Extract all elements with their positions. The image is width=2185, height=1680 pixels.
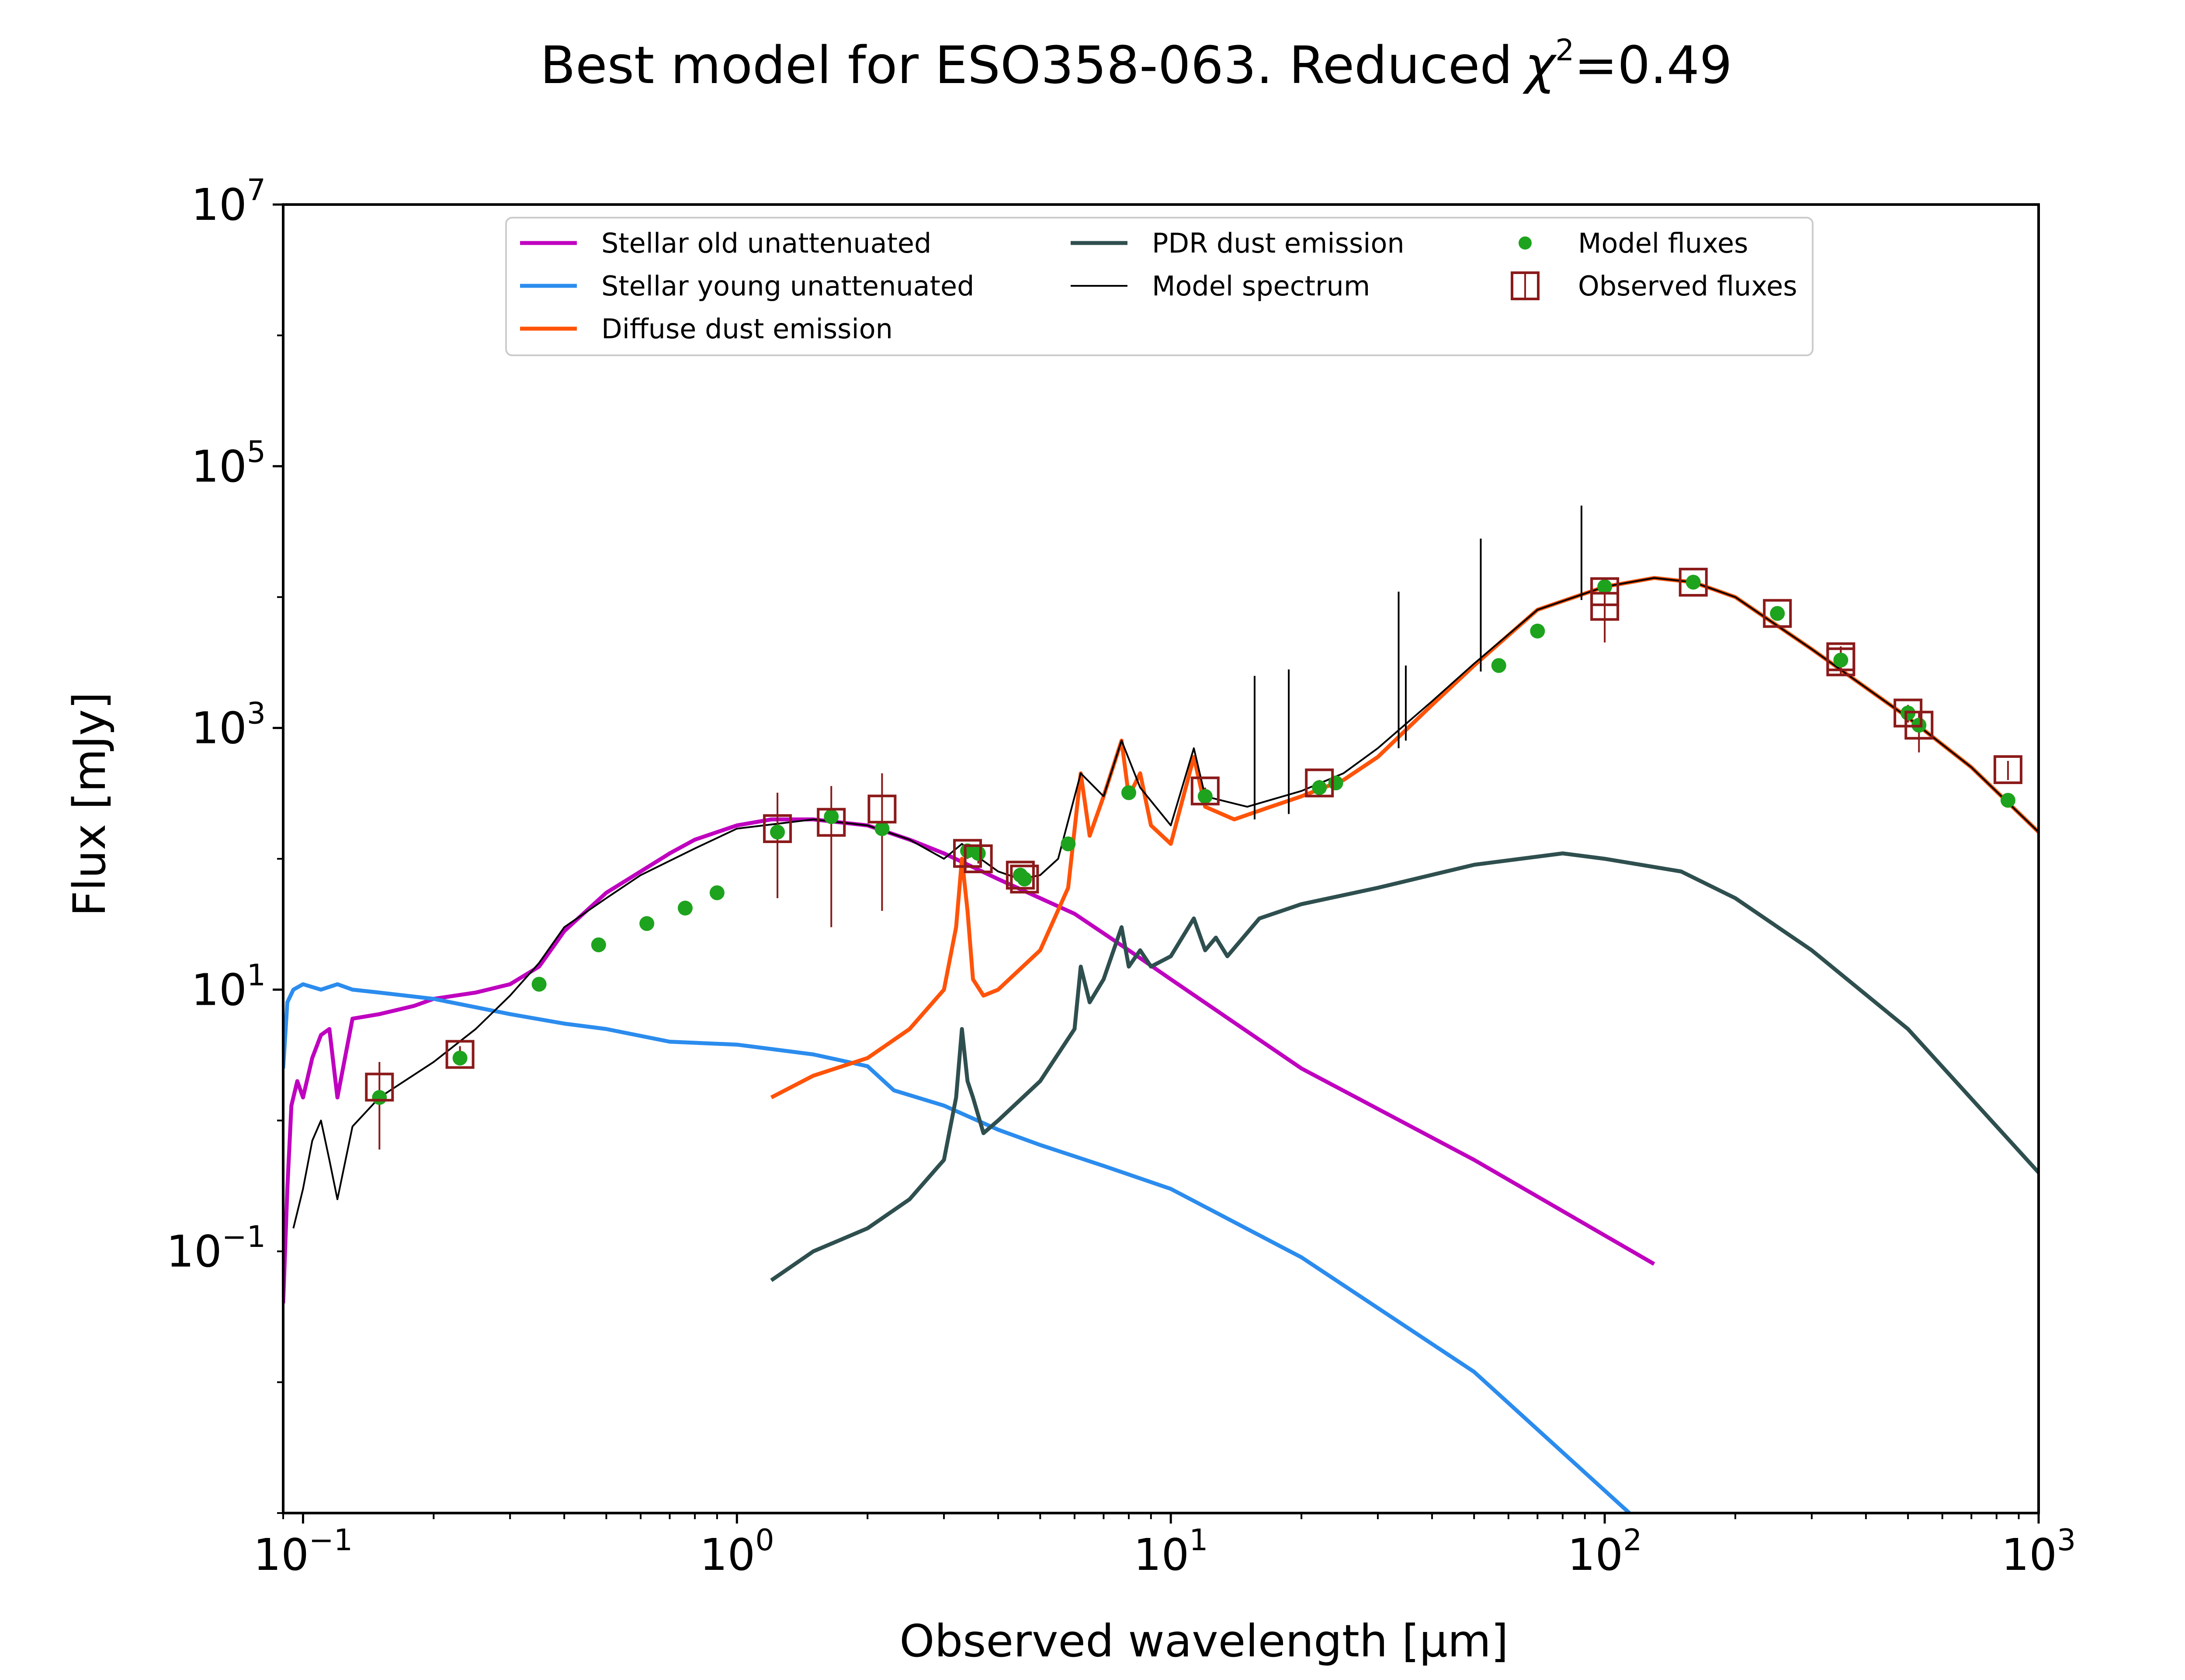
y-tick-label: 105	[191, 435, 266, 492]
series-line-model-spectrum	[292, 577, 2039, 1229]
series-line-pdr-dust-emission	[770, 851, 2039, 1282]
model-flux-point	[971, 846, 986, 861]
model-flux-point	[677, 900, 693, 916]
legend-item: PDR dust emission	[1071, 227, 1405, 259]
legend-item: Model fluxes	[1519, 227, 1748, 259]
observed-flux-point	[817, 808, 846, 837]
model-flux-point	[1328, 775, 1343, 791]
x-axis: 10−1 100 101 102 103	[253, 1513, 2076, 1580]
model-flux-point	[372, 1090, 387, 1105]
observed-flux-point	[1993, 755, 2022, 784]
series-line-stellar-young-unattenuated	[283, 982, 1631, 1513]
model-flux-point	[639, 916, 655, 931]
model-flux-point	[1121, 785, 1136, 800]
x-tick-label: 103	[2001, 1523, 2076, 1580]
observed-flux-point	[1305, 768, 1334, 798]
model-flux-point	[591, 937, 606, 952]
model-flux-point	[1491, 658, 1506, 673]
x-tick-label: 10−1	[253, 1523, 353, 1580]
model-flux-point	[1530, 623, 1545, 639]
x-axis-label: Observed wavelength [μm]	[899, 1615, 1509, 1667]
observed-flux-point	[1763, 599, 1792, 628]
model-flux-point	[709, 885, 725, 900]
legend-item: Stellar old unattenuated	[520, 227, 931, 259]
legend-label: Observed fluxes	[1578, 270, 1797, 302]
observed-flux-point	[1590, 592, 1620, 621]
model-flux-point	[1597, 579, 1613, 594]
observed-flux-point	[763, 814, 792, 843]
model-flux-point	[770, 824, 785, 840]
chart-title: Best model for ESO358-063. Reduced χ2=0.4…	[540, 33, 1732, 95]
legend-swatch	[1519, 236, 1532, 250]
legend-item: Observed fluxes	[1511, 270, 1797, 302]
observed-flux-point	[964, 844, 993, 873]
legend: Stellar old unattenuated Stellar young un…	[505, 217, 1814, 356]
model-flux-point	[1017, 871, 1032, 887]
observed-flux-point	[1006, 861, 1035, 890]
model-flux-point	[1833, 653, 1849, 668]
observed-flux-point	[1679, 568, 1708, 597]
series-line-diffuse-dust-emission	[770, 576, 2039, 1100]
legend-label: Model fluxes	[1578, 227, 1748, 259]
y-axis-label: Flux [mJy]	[64, 692, 116, 916]
model-flux-point	[1312, 780, 1327, 795]
observed-flux-point	[445, 1040, 475, 1069]
y-tick-label: 107	[191, 173, 266, 230]
model-flux-point	[2000, 793, 2015, 808]
model-flux-point	[824, 809, 839, 824]
observed-flux-point	[1590, 577, 1620, 606]
legend-label: Stellar old unattenuated	[601, 227, 931, 259]
plot-area	[283, 505, 2039, 1513]
observed-flux-point	[1190, 776, 1220, 805]
legend-label: Stellar young unattenuated	[601, 270, 974, 302]
x-tick-label: 101	[1134, 1523, 1208, 1580]
series-line-stellar-old-unattenuated	[283, 817, 1655, 1304]
y-tick-label: 103	[191, 697, 266, 754]
observed-flux-point	[953, 839, 982, 868]
model-flux-point	[531, 977, 547, 992]
observed-flux-point	[365, 1073, 394, 1102]
model-flux-point	[1197, 789, 1213, 804]
y-tick-label: 101	[191, 958, 266, 1015]
model-flux-point	[1686, 575, 1701, 590]
legend-box	[505, 217, 1814, 356]
legend-item: Diffuse dust emission	[520, 313, 893, 345]
legend-label: Model spectrum	[1152, 270, 1370, 302]
y-axis: 10−1 101 103 105 107	[166, 173, 283, 1514]
model-flux-point	[874, 821, 890, 837]
model-flux-point	[1770, 606, 1785, 621]
legend-label: Diffuse dust emission	[601, 313, 893, 345]
observed-flux-point	[1826, 647, 1856, 677]
legend-item: Model spectrum	[1071, 270, 1370, 302]
x-tick-label: 102	[1568, 1523, 1642, 1580]
legend-item: Stellar young unattenuated	[520, 270, 974, 302]
model-flux-point	[1061, 836, 1076, 851]
observed-flux-point	[1904, 711, 1934, 740]
observed-flux-point	[867, 795, 897, 824]
observed-flux-point	[1010, 864, 1039, 894]
plot-frame	[282, 203, 2040, 1514]
x-tick-label: 100	[700, 1523, 774, 1580]
model-flux-point	[452, 1050, 468, 1066]
y-tick-label: 10−1	[166, 1220, 266, 1277]
legend-label: PDR dust emission	[1152, 227, 1405, 259]
